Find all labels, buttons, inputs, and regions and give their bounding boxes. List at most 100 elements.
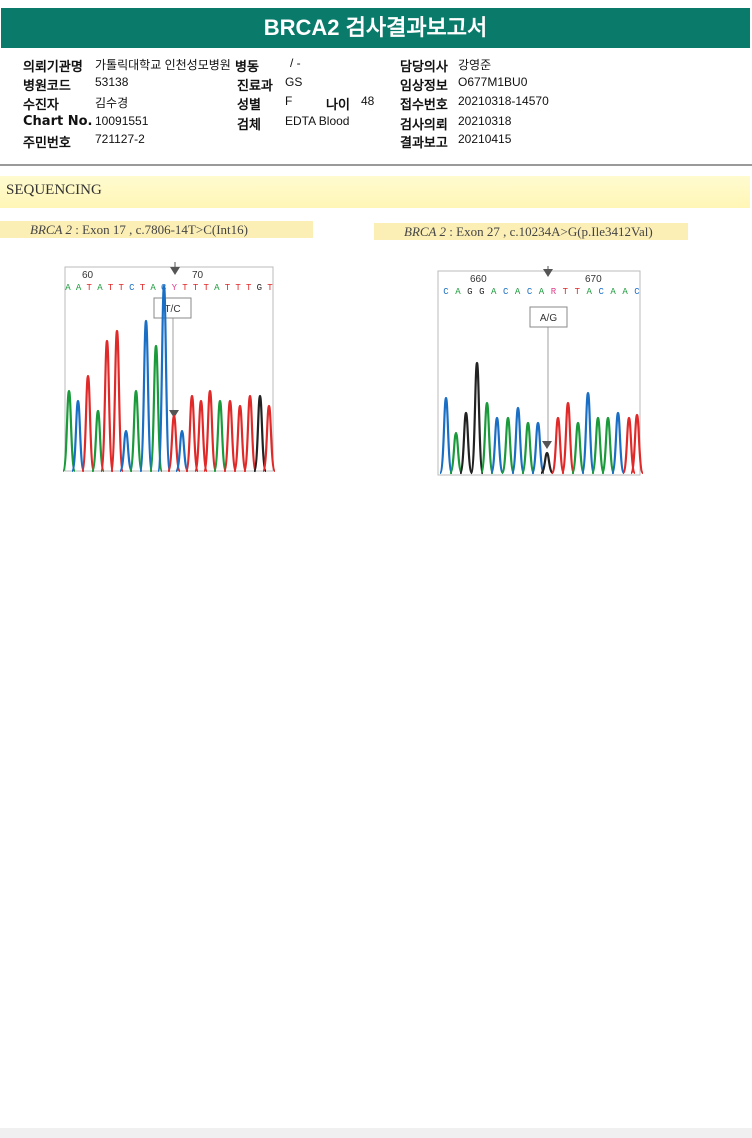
specimen: EDTA Blood	[285, 114, 350, 128]
chrom-2-peak-16	[600, 416, 616, 475]
attending-physician-label: 담당의사	[400, 60, 448, 75]
chrom-1-pos-60: 60	[82, 270, 94, 281]
chrom-1-peak-11	[166, 414, 182, 473]
variant-1-separator: :	[72, 222, 83, 237]
base-call-1-4: T	[108, 283, 114, 293]
base-call-2-0: C	[443, 287, 449, 297]
base-call-1-13: T	[204, 283, 210, 293]
chrom-2-peak-5	[489, 416, 505, 475]
base-call-1-10: Y	[172, 283, 178, 293]
department-label: 진료과	[237, 79, 273, 94]
chrom-1-peak-3	[90, 409, 106, 473]
patient-info: 의뢰기관명 가톨릭대학교 인천성모병원 병동 / - 담당의사 강영준 병원코드…	[0, 52, 752, 164]
chrom-1-peak-14	[193, 399, 209, 473]
page-bottom-strip	[0, 1128, 752, 1138]
chrom-2-peak-1	[448, 431, 464, 475]
requesting-institution-label: 의뢰기관명	[23, 60, 83, 75]
chrom-2-peak-0	[438, 396, 454, 475]
chrom-1-peak-18	[232, 404, 248, 473]
chrom-2-arrow-icon	[543, 269, 553, 277]
chrom-2-peak-19	[629, 413, 645, 475]
base-call-1-3: A	[97, 283, 103, 293]
chart-no: 10091551	[95, 114, 149, 128]
chrom-2-call-box	[529, 306, 568, 328]
chrom-1-peak-2	[80, 374, 96, 473]
age: 48	[361, 94, 375, 108]
chrom-2-peak-2	[458, 411, 474, 475]
chrom-1-call: T/C	[164, 304, 180, 315]
requesting-institution: 가톨릭대학교 인천성모병원	[95, 58, 231, 72]
age-label: 나이	[326, 98, 350, 113]
chrom-1-peak-1	[70, 399, 86, 473]
base-call-2-14: A	[610, 287, 616, 297]
chrom-1-peak-7	[128, 389, 144, 473]
chrom-1-traces	[61, 284, 277, 473]
chrom-1-peak-15	[202, 389, 218, 473]
chrom-1-peak-5	[109, 329, 125, 473]
chart-no-label: Chart No.	[23, 114, 93, 129]
result-report-label: 결과보고	[400, 136, 448, 151]
chrom-2-peak-9	[530, 421, 546, 475]
chrom-1-peak-12	[174, 429, 190, 473]
base-call-1-1: A	[76, 283, 82, 293]
base-call-1-15: T	[225, 283, 231, 293]
chrom-2-pos-660: 660	[470, 274, 487, 285]
base-call-1-0: A	[65, 283, 71, 293]
base-call-1-14: A	[214, 283, 220, 293]
sex: F	[285, 94, 293, 108]
chrom-2-peak-13	[570, 421, 586, 475]
header-divider	[0, 164, 752, 166]
chrom-2-peak-3	[469, 361, 485, 475]
chrom-2-peak-12	[560, 401, 576, 475]
specimen-label: 검체	[237, 118, 261, 133]
base-call-1-8: A	[150, 283, 156, 293]
chrom-2-peak-arrow-icon	[542, 441, 552, 449]
chrom-1-peak-19	[242, 394, 258, 473]
accession: 20210318-14570	[458, 94, 549, 108]
chrom-1-peak-20	[252, 394, 268, 473]
variant-1-gene: BRCA 2	[30, 222, 73, 237]
chrom-1-peak-13	[184, 394, 200, 473]
base-call-2-3: G	[479, 287, 484, 297]
chrom-2-peak-17	[610, 411, 626, 475]
variant-2-label: BRCA 2 : Exon 27 , c.10234A>G(p.Ile3412V…	[374, 223, 688, 240]
base-call-2-12: A	[587, 287, 593, 297]
chrom-2-peak-4	[479, 401, 495, 475]
base-call-1-19: T	[267, 283, 273, 293]
base-call-1-2: T	[87, 283, 93, 293]
chrom-1-peak-0	[61, 389, 77, 473]
base-call-2-8: A	[539, 287, 545, 297]
chrom-2-peak-6	[500, 416, 516, 475]
chrom-2-call: A/G	[540, 313, 557, 324]
sex-label: 성별	[237, 98, 261, 113]
resident-no: 721127-2	[95, 132, 145, 146]
chrom-1-peak-16	[212, 399, 228, 473]
chrom-2-peak-10	[540, 451, 554, 475]
base-call-2-4: A	[491, 287, 497, 297]
test-request-label: 검사의뢰	[400, 118, 448, 133]
variant-1-label: BRCA 2 : Exon 17 , c.7806-14T>C(Int16)	[0, 221, 313, 238]
accession-label: 접수번호	[400, 98, 448, 113]
chrom-1-peak-arrow-icon	[169, 410, 179, 418]
chrom-1-pos-70: 70	[192, 270, 204, 281]
base-call-1-11: T	[182, 283, 188, 293]
report-title: BRCA2 검사결과보고서	[1, 8, 750, 48]
recipient: 김수경	[95, 96, 129, 110]
base-call-2-5: C	[503, 287, 509, 297]
base-call-2-1: A	[455, 287, 461, 297]
chrom-1-peak-10	[156, 284, 172, 473]
ward: / -	[290, 56, 301, 70]
chrom-1-peak-21	[261, 404, 277, 473]
base-call-2-2: G	[467, 287, 472, 297]
chrom-2-peak-18	[621, 416, 637, 475]
base-call-1-17: T	[246, 283, 252, 293]
ward-label: 병동	[235, 60, 259, 75]
chrom-1-peak-17	[222, 399, 238, 473]
hospital-code-label: 병원코드	[23, 79, 71, 94]
recipient-label: 수진자	[23, 98, 59, 113]
base-call-2-6: A	[515, 287, 521, 297]
chrom-2-peak-8	[520, 421, 536, 475]
